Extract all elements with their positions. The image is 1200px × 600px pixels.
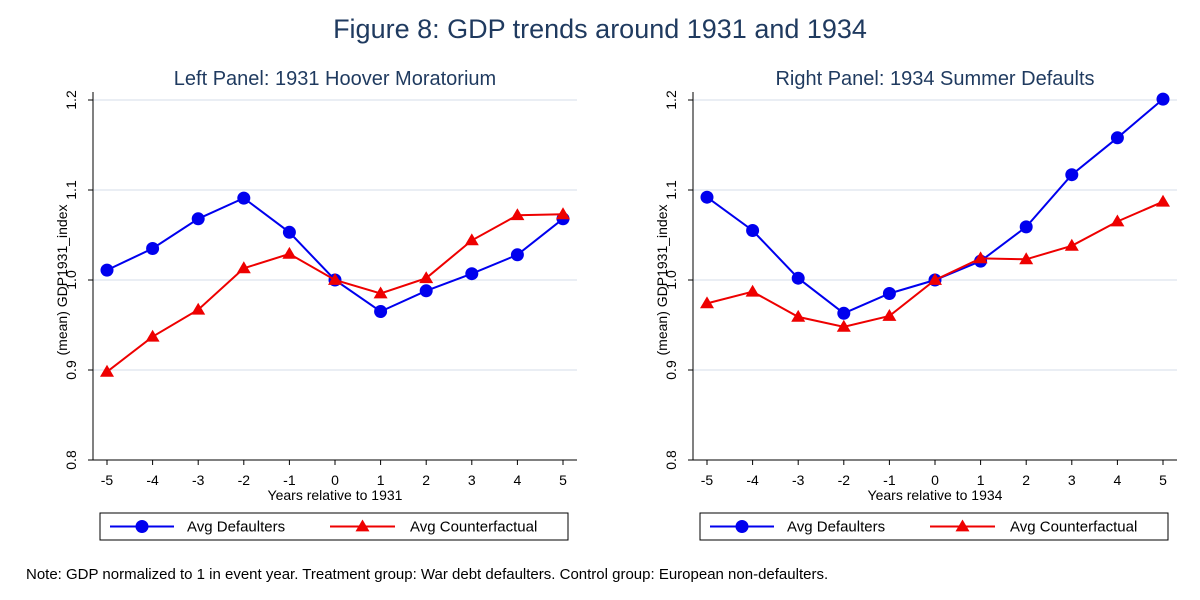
x-tick-label: -1: [283, 472, 296, 488]
x-tick-label: 3: [1068, 472, 1076, 488]
x-tick-label: -5: [101, 472, 114, 488]
x-tick-label: -4: [146, 472, 159, 488]
y-axis-label: (mean) GDP1931_index: [654, 205, 670, 356]
data-point-triangle: [145, 329, 160, 342]
x-tick-label: 4: [1114, 472, 1122, 488]
series-line: [106, 213, 564, 373]
x-tick-label: 0: [331, 472, 339, 488]
data-point-triangle: [510, 208, 525, 221]
y-tick-label: 1.2: [663, 90, 679, 110]
panel-title: Right Panel: 1934 Summer Defaults: [775, 68, 1094, 90]
y-tick-label: 1.0: [63, 270, 79, 290]
data-point-circle: [510, 248, 524, 262]
data-point-circle: [700, 190, 714, 204]
y-tick-label: 0.9: [63, 360, 79, 380]
x-tick-label: -2: [238, 472, 251, 488]
data-point-circle: [1110, 131, 1124, 145]
x-tick-label: 4: [514, 472, 522, 488]
data-point-triangle: [836, 319, 851, 332]
left-panel: Left Panel: 1931 Hoover Moratorium 0.8 0.9…: [0, 60, 600, 550]
data-point-circle: [191, 212, 205, 226]
figure-note: Note: GDP normalized to 1 in event year.…: [26, 566, 829, 583]
series-line: [706, 200, 1164, 328]
legend-label: Avg Counterfactual: [1010, 519, 1137, 536]
data-point-triangle: [1064, 238, 1079, 251]
data-point-triangle: [556, 207, 570, 220]
x-tick-label: 2: [422, 472, 430, 488]
y-tick-label: 0.9: [663, 360, 679, 380]
data-point-triangle: [1019, 252, 1034, 265]
chart-svg: Left Panel: 1931 Hoover Moratorium 0.8 0.9…: [54, 68, 577, 541]
x-tick-label: -1: [883, 472, 896, 488]
data-point-circle: [837, 306, 851, 320]
data-point-circle: [237, 191, 251, 205]
data-point-circle: [146, 242, 160, 255]
data-point-triangle: [282, 246, 297, 259]
data-point-triangle: [791, 309, 806, 322]
data-point-triangle: [973, 251, 988, 264]
data-point-circle: [791, 271, 805, 285]
legend-marker-triangle: [955, 519, 970, 532]
data-point-triangle: [464, 233, 479, 246]
panel-title: Left Panel: 1931 Hoover Moratorium: [174, 68, 496, 90]
x-tick-label: -2: [838, 472, 851, 488]
y-tick-label: 1.0: [663, 270, 679, 290]
right-panel: Right Panel: 1934 Summer Defaults 0.8 0.9 1…: [600, 60, 1200, 550]
x-tick-label: 1: [977, 472, 985, 488]
x-tick-label: -5: [701, 472, 714, 488]
legend-marker-triangle: [355, 519, 370, 532]
data-point-triangle: [1110, 214, 1125, 227]
y-tick-label: 0.8: [63, 450, 79, 470]
data-point-triangle: [700, 296, 714, 309]
x-tick-label: -3: [792, 472, 805, 488]
data-point-triangle: [236, 261, 251, 274]
x-tick-label: 5: [1159, 472, 1167, 488]
data-point-circle: [746, 224, 760, 237]
y-tick-label: 1.1: [63, 180, 79, 200]
data-point-circle: [1156, 92, 1170, 106]
data-point-triangle: [373, 286, 388, 299]
data-point-triangle: [882, 309, 897, 321]
data-point-circle: [374, 305, 388, 318]
data-point-triangle: [928, 273, 942, 285]
data-point-triangle: [100, 364, 114, 377]
x-tick-label: 3: [468, 472, 476, 488]
y-tick-label: 1.2: [63, 90, 79, 110]
data-point-circle: [100, 263, 114, 277]
data-point-circle: [1065, 168, 1079, 182]
x-tick-label: 2: [1022, 472, 1030, 488]
chart-svg: Right Panel: 1934 Summer Defaults 0.8 0.9 1…: [654, 68, 1177, 541]
data-point-circle: [419, 284, 433, 298]
data-point-triangle: [191, 302, 206, 315]
legend-label: Avg Counterfactual: [410, 519, 537, 536]
figure-title: Figure 8: GDP trends around 1931 and 193…: [333, 14, 867, 44]
data-point-triangle: [1156, 194, 1170, 207]
legend-marker-circle: [735, 520, 749, 533]
x-axis-label: Years relative to 1931: [268, 487, 403, 503]
data-point-triangle: [328, 273, 342, 285]
x-tick-label: 1: [377, 472, 385, 488]
x-tick-label: -3: [192, 472, 205, 488]
y-tick-label: 0.8: [663, 450, 679, 470]
series-line: [106, 196, 564, 313]
legend-label: Avg Defaulters: [787, 519, 885, 536]
data-point-circle: [882, 287, 896, 300]
data-point-triangle: [419, 271, 434, 284]
legend-label: Avg Defaulters: [187, 519, 285, 536]
x-axis-label: Years relative to 1934: [868, 487, 1003, 503]
x-tick-label: 0: [931, 472, 939, 488]
x-tick-label: 5: [559, 472, 567, 488]
legend-marker-circle: [135, 520, 149, 533]
x-tick-label: -4: [746, 472, 759, 488]
data-point-circle: [465, 267, 479, 281]
data-point-circle: [282, 225, 296, 239]
y-tick-label: 1.1: [663, 180, 679, 200]
y-axis-label: (mean) GDP1931_index: [54, 205, 70, 356]
data-point-triangle: [745, 284, 760, 297]
data-point-circle: [1019, 220, 1033, 234]
